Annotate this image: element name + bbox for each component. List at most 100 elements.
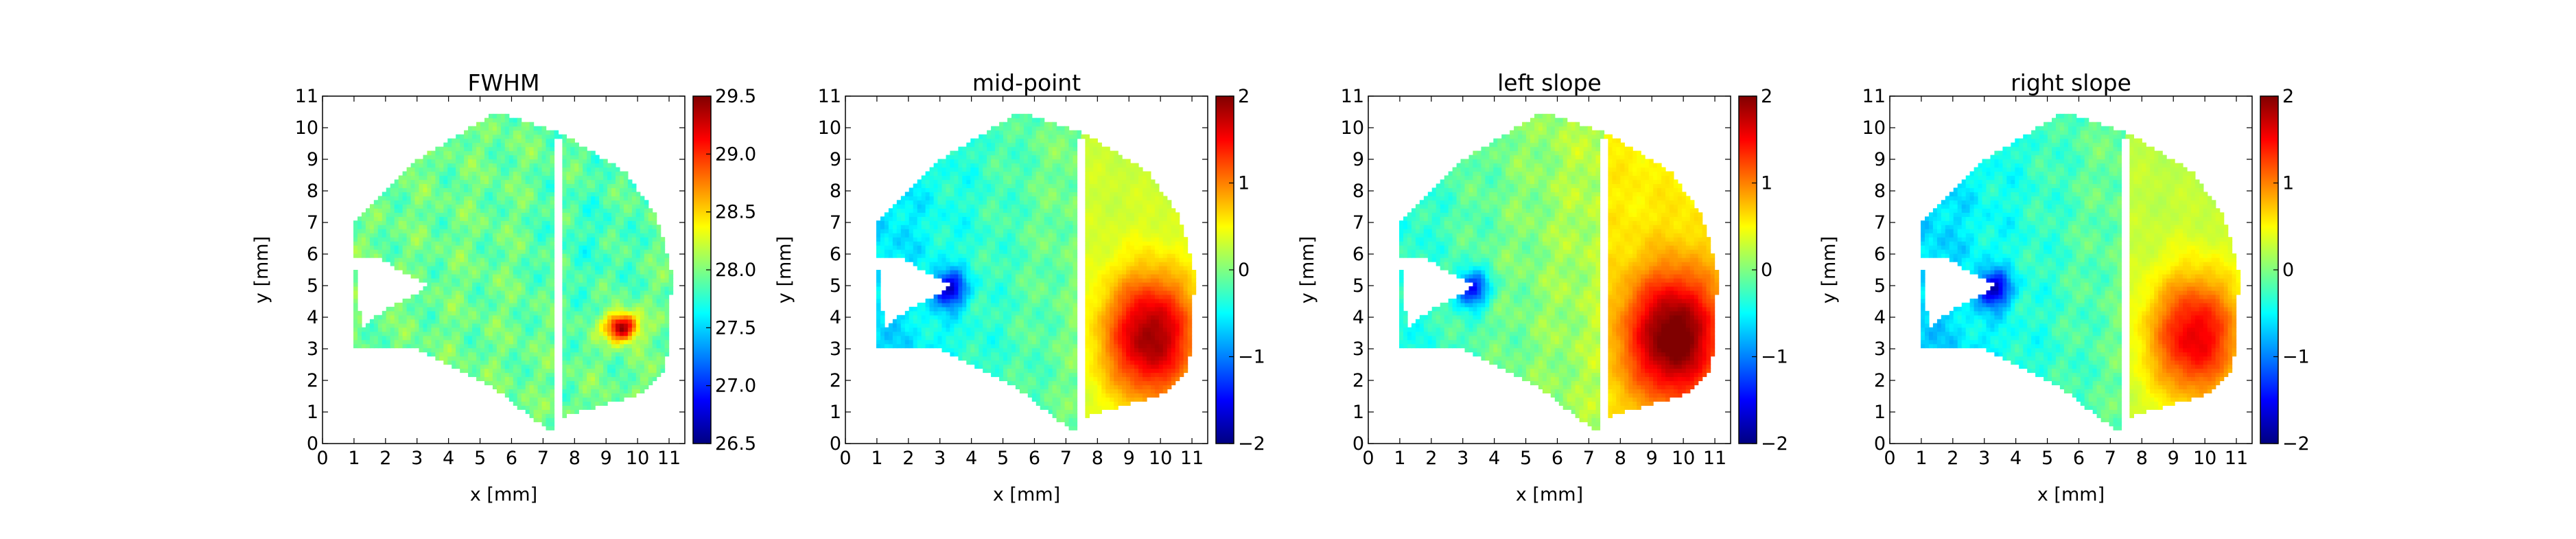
heatmap-cell [460, 266, 465, 271]
heatmap-cell [644, 286, 649, 291]
heatmap-cell [517, 385, 522, 389]
heatmap-cell [570, 163, 575, 168]
heatmap-cell [500, 204, 506, 209]
heatmap-cell [623, 171, 629, 176]
heatmap-cell [616, 200, 620, 205]
heatmap-cell [377, 323, 383, 328]
heatmap-cell [402, 266, 408, 271]
heatmap-cell [913, 212, 918, 217]
heatmap-cell [504, 294, 510, 299]
heatmap-cell [896, 343, 902, 349]
heatmap-cell [452, 146, 456, 152]
heatmap-cell [546, 323, 551, 328]
heatmap-cell [603, 302, 608, 308]
heatmap-cell [966, 262, 971, 266]
heatmap-cell [464, 339, 469, 345]
heatmap-cell [937, 266, 943, 271]
heatmap-cell [616, 310, 620, 316]
heatmap-cell [603, 306, 608, 312]
heatmap-cell [979, 360, 983, 365]
heatmap-cell [521, 134, 526, 139]
heatmap-cell [541, 187, 547, 192]
heatmap-cell [979, 225, 983, 229]
heatmap-cell [439, 356, 444, 361]
heatmap-cell [435, 257, 440, 262]
heatmap-cell [933, 187, 939, 192]
heatmap-cell [476, 142, 481, 148]
heatmap-cell [644, 225, 649, 229]
heatmap-cell [656, 343, 661, 349]
heatmap-cell [587, 389, 592, 393]
heatmap-cell [533, 405, 539, 410]
heatmap-cell [480, 270, 485, 275]
heatmap-cell [443, 196, 448, 200]
heatmap-cell [587, 380, 592, 386]
heatmap-cell [616, 204, 620, 209]
heatmap-cell [431, 331, 436, 336]
heatmap-cell [550, 393, 555, 398]
heatmap-cell [377, 225, 383, 229]
heatmap-cell [513, 249, 518, 254]
heatmap-cell [452, 282, 456, 287]
heatmap-cell [513, 237, 518, 242]
heatmap-cell [423, 171, 428, 176]
heatmap-cell [410, 163, 416, 168]
heatmap-cell [472, 196, 477, 200]
heatmap-cell [578, 229, 583, 233]
heatmap-cell [500, 113, 506, 119]
heatmap-cell [480, 294, 485, 299]
heatmap-cell [517, 302, 522, 308]
heatmap-cell [566, 397, 571, 402]
heatmap-cell [419, 179, 424, 184]
heatmap-cell [382, 216, 387, 221]
heatmap-cell [529, 339, 535, 345]
heatmap-cell [537, 409, 543, 414]
heatmap-cell [603, 241, 608, 246]
heatmap-cell [402, 241, 408, 246]
heatmap-cell [929, 192, 935, 196]
heatmap-cell [616, 237, 620, 242]
heatmap-cell [406, 233, 412, 238]
heatmap-cell [460, 323, 465, 328]
heatmap-cell [979, 282, 983, 287]
heatmap-cell [620, 216, 624, 221]
heatmap-cell [921, 310, 926, 316]
heatmap-cell [517, 126, 522, 131]
heatmap-cell [521, 343, 526, 349]
heatmap-cell [480, 154, 485, 160]
heatmap-cell [439, 323, 444, 328]
heatmap-cell [513, 352, 518, 357]
heatmap-cell [909, 204, 914, 209]
heatmap-cell [394, 208, 399, 213]
heatmap-cell [517, 360, 522, 365]
heatmap-cell [611, 216, 616, 221]
heatmap-cell [550, 237, 555, 242]
heatmap-cell [410, 233, 416, 238]
heatmap-cell [631, 380, 637, 386]
heatmap-cell [427, 220, 432, 225]
heatmap-cell [537, 220, 543, 225]
heatmap-cell [533, 150, 539, 156]
heatmap-cell [358, 225, 362, 229]
heatmap-cell [620, 352, 624, 357]
heatmap-cell [541, 138, 547, 144]
heatmap-cell [439, 208, 444, 213]
heatmap-cell [489, 360, 493, 365]
heatmap-cell [946, 241, 951, 246]
heatmap-cell [607, 360, 612, 365]
heatmap-cell [517, 150, 522, 156]
heatmap-cell [504, 241, 510, 246]
heatmap-cell [504, 298, 510, 303]
heatmap-cell [468, 294, 473, 299]
heatmap-cell [500, 229, 506, 233]
heatmap-cell [533, 290, 539, 295]
heatmap-cell [464, 175, 469, 181]
heatmap-cell [529, 229, 535, 233]
heatmap-cell [946, 257, 951, 262]
heatmap-cell [562, 290, 567, 295]
heatmap-cell [513, 126, 518, 131]
heatmap-cell [550, 171, 555, 176]
heatmap-cell [566, 257, 571, 262]
heatmap-cell [578, 302, 583, 308]
heatmap-cell [508, 290, 514, 295]
